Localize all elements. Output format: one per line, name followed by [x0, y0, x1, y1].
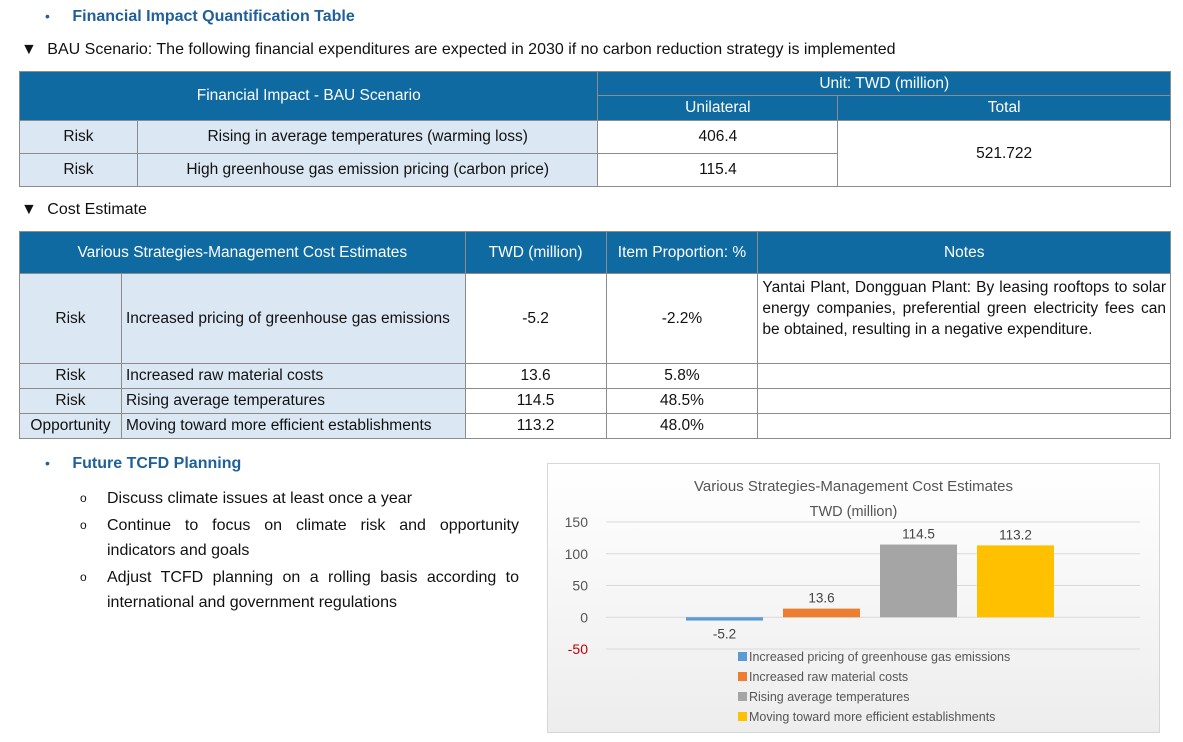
bullet-icon: • — [45, 455, 50, 471]
circle-bullet-icon: o — [80, 570, 87, 584]
legend-item: Increased raw material costs — [738, 670, 908, 684]
bullet-icon: • — [45, 8, 50, 24]
list-item: Discuss climate issues at least once a y… — [107, 490, 413, 507]
y-tick-label: 50 — [572, 578, 588, 594]
y-tick-label: 0 — [580, 609, 588, 625]
cost-heading: ▼ Cost Estimate — [21, 201, 147, 219]
legend-label: Rising average temperatures — [749, 690, 910, 704]
data-label: 113.2 — [999, 527, 1032, 542]
cost-table: Various Strategies-Management Cost Estim… — [19, 231, 1171, 439]
y-tick-label: 150 — [565, 514, 589, 530]
legend-swatch — [738, 672, 747, 681]
bau-heading-text: BAU Scenario: The following financial ex… — [47, 41, 896, 58]
section-future-tcfd: • Future TCFD Planning — [45, 455, 241, 473]
legend-label: Increased pricing of greenhouse gas emis… — [749, 650, 1011, 664]
row-item: Increased raw material costs — [120, 363, 466, 389]
row-proportion: -2.2% — [605, 273, 759, 364]
table-row: Risk Rising average temperatures 114.5 4… — [19, 388, 1171, 414]
row-twd: 13.6 — [464, 363, 607, 389]
row-twd: 114.5 — [464, 388, 607, 414]
bar — [880, 544, 957, 618]
cost-header-strategy: Various Strategies-Management Cost Estim… — [19, 231, 466, 274]
row-unilateral: 115.4 — [597, 153, 839, 187]
legend-label: Moving toward more efficient establishme… — [749, 710, 996, 724]
list-item: Adjust TCFD planning on a rolling basis … — [107, 569, 519, 611]
row-type: Risk — [19, 120, 138, 154]
bau-header-total: Total — [837, 95, 1171, 121]
bar — [977, 545, 1054, 618]
triangle-down-icon: ▼ — [21, 41, 37, 58]
chart-title: Various Strategies-Management Cost Estim… — [693, 478, 1014, 495]
legend-label: Increased raw material costs — [749, 670, 909, 684]
list-item: Continue to focus on climate risk and op… — [107, 517, 519, 559]
chart-subtitle: TWD (million) — [809, 504, 898, 520]
row-proportion: 48.5% — [605, 388, 759, 414]
section-financial-impact: • Financial Impact Quantification Table — [45, 8, 355, 26]
row-type: Risk — [19, 273, 122, 364]
bau-total-value: 521.722 — [837, 120, 1171, 187]
row-item: Increased pricing of greenhouse gas emis… — [120, 273, 466, 364]
cost-header-notes: Notes — [757, 231, 1171, 274]
data-label: 13.6 — [808, 591, 834, 606]
bau-heading: ▼ BAU Scenario: The following financial … — [21, 41, 896, 59]
legend-item: Moving toward more efficient establishme… — [738, 710, 995, 724]
row-twd: 113.2 — [464, 413, 607, 439]
legend-item: Rising average temperatures — [738, 690, 910, 704]
bau-header-unilateral: Unilateral — [597, 95, 839, 121]
table-row: Risk High greenhouse gas emission pricin… — [19, 153, 1171, 187]
section-title: Future TCFD Planning — [72, 455, 242, 472]
row-notes — [757, 413, 1171, 439]
triangle-down-icon: ▼ — [21, 201, 37, 218]
row-item: High greenhouse gas emission pricing (ca… — [136, 153, 599, 187]
circle-bullet-icon: o — [80, 491, 87, 505]
chart-plot: 150 100 50 0 -50 -5.2 13.6 114.5 113.2 — [565, 514, 1140, 657]
row-type: Opportunity — [19, 413, 122, 439]
row-item: Rising in average temperatures (warming … — [136, 120, 599, 154]
cost-header-twd: TWD (million) — [464, 231, 607, 274]
row-twd: -5.2 — [464, 273, 607, 364]
data-label: 114.5 — [902, 527, 935, 542]
bar — [686, 617, 763, 621]
legend-item: Increased pricing of greenhouse gas emis… — [738, 650, 1010, 664]
table-row: Opportunity Moving toward more efficient… — [19, 413, 1171, 439]
cost-estimate-chart: Various Strategies-Management Cost Estim… — [547, 463, 1160, 733]
y-tick-label: -50 — [568, 641, 588, 657]
bau-header-unit: Unit: TWD (million) — [597, 71, 1171, 96]
row-unilateral: 406.4 — [597, 120, 839, 154]
cost-heading-text: Cost Estimate — [47, 201, 147, 218]
legend-swatch — [738, 692, 747, 701]
row-proportion: 48.0% — [605, 413, 759, 439]
table-row: Risk Increased pricing of greenhouse gas… — [19, 273, 1171, 364]
legend-swatch — [738, 712, 747, 721]
row-item: Rising average temperatures — [120, 388, 466, 414]
section-title: Financial Impact Quantification Table — [72, 8, 355, 25]
table-row: Risk Increased raw material costs 13.6 5… — [19, 363, 1171, 389]
bau-header-main: Financial Impact - BAU Scenario — [18, 71, 599, 121]
row-type: Risk — [19, 153, 138, 187]
bau-table: Financial Impact - BAU Scenario Unit: TW… — [18, 71, 1171, 187]
row-notes — [757, 363, 1171, 389]
y-tick-label: 100 — [565, 546, 589, 562]
cost-header-proportion: Item Proportion: % — [605, 231, 759, 274]
row-item: Moving toward more efficient establishme… — [120, 413, 466, 439]
bar — [783, 608, 860, 618]
table-row: Risk Rising in average temperatures (war… — [19, 120, 1171, 187]
row-type: Risk — [19, 363, 122, 389]
row-notes: Yantai Plant, Dongguan Plant: By leasing… — [757, 273, 1171, 364]
row-type: Risk — [19, 388, 122, 414]
legend-swatch — [738, 652, 747, 661]
row-notes — [757, 388, 1171, 414]
data-label: -5.2 — [713, 627, 736, 642]
circle-bullet-icon: o — [80, 518, 87, 532]
row-proportion: 5.8% — [605, 363, 759, 389]
